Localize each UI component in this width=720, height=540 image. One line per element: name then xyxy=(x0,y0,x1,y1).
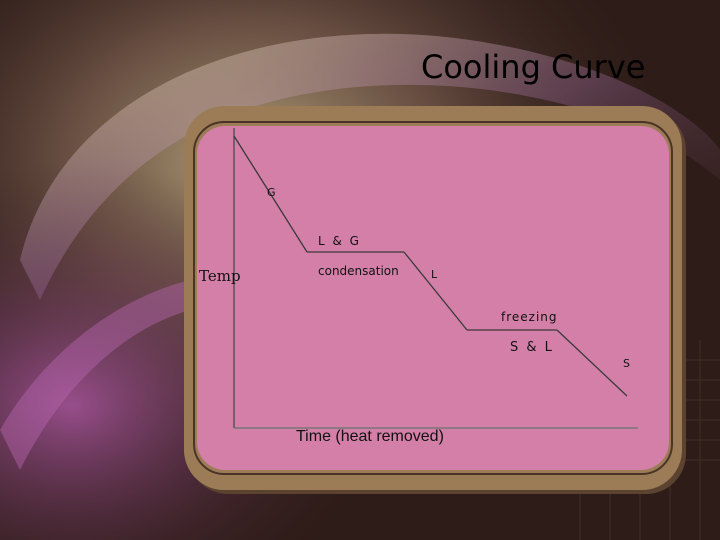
curve-segment-gas xyxy=(233,135,308,253)
label-freezing: freezing xyxy=(501,310,558,324)
diagram-board xyxy=(197,126,669,470)
label-solid-liquid: S & L xyxy=(510,340,554,355)
x-axis-label: Time (heat removed) xyxy=(296,428,444,445)
label-condensation: condensation xyxy=(318,264,399,278)
curve-segment-liquid xyxy=(403,251,468,331)
curve-segment-solid xyxy=(556,329,628,397)
label-liquid: L xyxy=(431,268,438,281)
diagram-frame-inner-edge xyxy=(193,121,673,475)
label-liquid-gas: L & G xyxy=(318,234,361,248)
slide-title: Cooling Curve xyxy=(421,48,646,86)
label-solid: S xyxy=(623,357,630,370)
label-gas: G xyxy=(267,186,276,199)
y-axis-label: Temp xyxy=(199,267,241,285)
